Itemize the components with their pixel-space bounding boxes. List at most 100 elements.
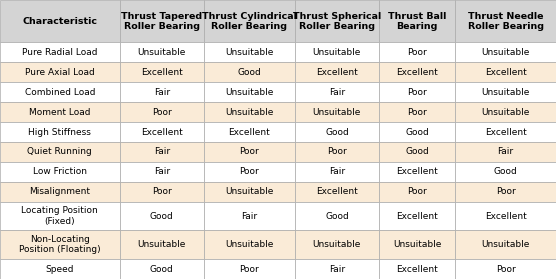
Text: Locating Position
(Fixed): Locating Position (Fixed) xyxy=(21,206,98,226)
Text: Fair: Fair xyxy=(329,167,345,176)
Bar xyxy=(379,62,455,82)
Text: Poor: Poor xyxy=(327,147,347,157)
Bar xyxy=(295,82,379,102)
Text: Good: Good xyxy=(325,211,349,221)
Text: Thrust Cylindrical
Roller Bearing: Thrust Cylindrical Roller Bearing xyxy=(202,11,297,31)
Text: Poor: Poor xyxy=(496,187,515,196)
Text: Combined Load: Combined Load xyxy=(24,88,95,97)
Bar xyxy=(120,202,204,230)
Text: Thrust Ball
Bearing: Thrust Ball Bearing xyxy=(388,11,446,31)
Bar xyxy=(204,259,295,279)
Bar xyxy=(0,0,120,42)
Bar xyxy=(0,122,120,142)
Bar xyxy=(295,0,379,42)
Text: Quiet Running: Quiet Running xyxy=(27,147,92,157)
Text: Unsuitable: Unsuitable xyxy=(137,48,186,57)
Bar xyxy=(455,259,556,279)
Bar xyxy=(0,202,120,230)
Bar xyxy=(120,42,204,62)
Bar xyxy=(295,259,379,279)
Text: Unsuitable: Unsuitable xyxy=(481,48,530,57)
Text: Unsuitable: Unsuitable xyxy=(312,48,361,57)
Bar xyxy=(204,122,295,142)
Text: Excellent: Excellent xyxy=(229,128,270,136)
Bar xyxy=(0,182,120,202)
Bar xyxy=(295,142,379,162)
Bar xyxy=(204,142,295,162)
Bar xyxy=(204,102,295,122)
Text: Thrust Needle
Roller Bearing: Thrust Needle Roller Bearing xyxy=(468,11,544,31)
Bar xyxy=(295,230,379,259)
Text: Good: Good xyxy=(494,167,518,176)
Text: Poor: Poor xyxy=(152,187,172,196)
Text: Speed: Speed xyxy=(46,264,74,273)
Text: Excellent: Excellent xyxy=(141,128,183,136)
Bar xyxy=(295,182,379,202)
Bar xyxy=(0,230,120,259)
Bar xyxy=(379,102,455,122)
Text: Thrust Spherical
Roller Bearing: Thrust Spherical Roller Bearing xyxy=(293,11,381,31)
Bar xyxy=(0,142,120,162)
Text: Unsuitable: Unsuitable xyxy=(481,240,530,249)
Bar xyxy=(204,162,295,182)
Bar xyxy=(379,162,455,182)
Text: Unsuitable: Unsuitable xyxy=(312,240,361,249)
Text: Excellent: Excellent xyxy=(396,68,438,77)
Text: Thrust Tapered
Roller Bearing: Thrust Tapered Roller Bearing xyxy=(121,11,202,31)
Bar xyxy=(0,259,120,279)
Text: High Stiffness: High Stiffness xyxy=(28,128,91,136)
Bar xyxy=(204,62,295,82)
Bar xyxy=(455,162,556,182)
Text: Unsuitable: Unsuitable xyxy=(393,240,441,249)
Bar xyxy=(379,142,455,162)
Text: Good: Good xyxy=(150,264,173,273)
Text: Fair: Fair xyxy=(153,88,170,97)
Text: Fair: Fair xyxy=(153,147,170,157)
Text: Unsuitable: Unsuitable xyxy=(137,240,186,249)
Bar xyxy=(295,62,379,82)
Text: Unsuitable: Unsuitable xyxy=(225,88,274,97)
Text: Unsuitable: Unsuitable xyxy=(481,108,530,117)
Bar xyxy=(295,202,379,230)
Text: Unsuitable: Unsuitable xyxy=(225,48,274,57)
Text: Characteristic: Characteristic xyxy=(22,17,97,26)
Bar xyxy=(455,142,556,162)
Text: Unsuitable: Unsuitable xyxy=(481,88,530,97)
Bar xyxy=(379,122,455,142)
Bar xyxy=(204,42,295,62)
Bar xyxy=(455,202,556,230)
Text: Excellent: Excellent xyxy=(396,264,438,273)
Text: Excellent: Excellent xyxy=(316,187,358,196)
Text: Good: Good xyxy=(150,211,173,221)
Text: Excellent: Excellent xyxy=(316,68,358,77)
Bar xyxy=(455,62,556,82)
Bar xyxy=(379,230,455,259)
Text: Excellent: Excellent xyxy=(485,211,527,221)
Text: Fair: Fair xyxy=(329,88,345,97)
Bar xyxy=(0,102,120,122)
Text: Moment Load: Moment Load xyxy=(29,108,91,117)
Text: Pure Axial Load: Pure Axial Load xyxy=(25,68,95,77)
Bar xyxy=(455,82,556,102)
Text: Poor: Poor xyxy=(496,264,515,273)
Bar xyxy=(455,0,556,42)
Bar xyxy=(455,122,556,142)
Text: Misalignment: Misalignment xyxy=(29,187,90,196)
Bar xyxy=(455,42,556,62)
Bar xyxy=(120,82,204,102)
Text: Excellent: Excellent xyxy=(485,68,527,77)
Bar xyxy=(204,0,295,42)
Text: Poor: Poor xyxy=(240,167,259,176)
Text: Fair: Fair xyxy=(498,147,514,157)
Text: Good: Good xyxy=(325,128,349,136)
Bar xyxy=(295,42,379,62)
Text: Excellent: Excellent xyxy=(485,128,527,136)
Text: Unsuitable: Unsuitable xyxy=(225,187,274,196)
Text: Poor: Poor xyxy=(240,264,259,273)
Text: Good: Good xyxy=(405,147,429,157)
Text: Poor: Poor xyxy=(408,88,427,97)
Bar xyxy=(455,102,556,122)
Bar xyxy=(379,259,455,279)
Text: Poor: Poor xyxy=(408,187,427,196)
Text: Fair: Fair xyxy=(153,167,170,176)
